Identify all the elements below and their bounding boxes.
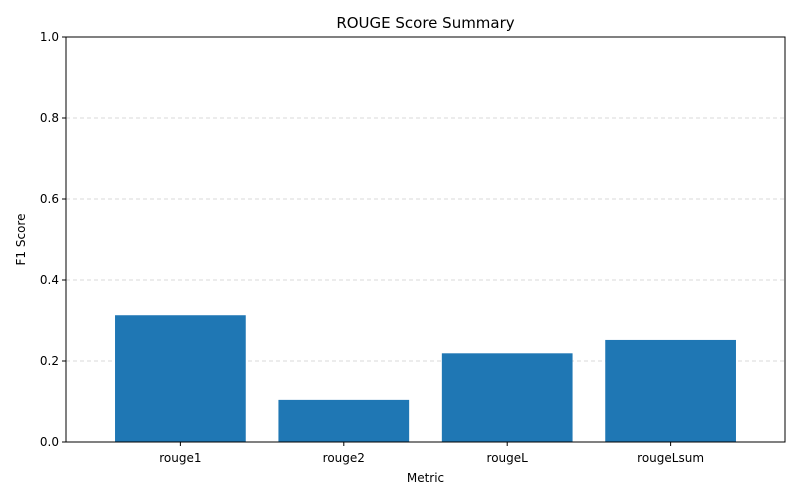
bar-rouge2 <box>278 399 410 442</box>
bar-rougeL <box>441 353 573 442</box>
y-axis-ticks: 0.0 0.2 0.4 0.6 0.8 1.0 <box>40 30 66 449</box>
y-tick-label: 0.6 <box>40 192 59 206</box>
bars <box>115 315 736 442</box>
y-tick-label: 0.2 <box>40 354 59 368</box>
y-tick-label: 0.0 <box>40 435 59 449</box>
x-axis-label: Metric <box>407 471 444 485</box>
x-tick-label-rougeLsum: rougeLsum <box>637 451 704 465</box>
x-tick-label-rouge2: rouge2 <box>323 451 365 465</box>
chart-title: ROUGE Score Summary <box>336 14 514 32</box>
bar-rougeLsum <box>605 339 736 442</box>
x-tick-label-rougeL: rougeL <box>487 451 529 465</box>
y-tick-label: 0.8 <box>40 111 59 125</box>
x-tick-label-rouge1: rouge1 <box>159 451 201 465</box>
plot-frame <box>65 36 786 443</box>
y-tick-label: 0.4 <box>40 273 59 287</box>
y-tick-label: 1.0 <box>40 30 59 44</box>
y-axis-label: F1 Score <box>14 214 28 266</box>
x-axis-ticks: rouge1 rouge2 rougeL rougeLsum <box>159 442 704 465</box>
bar-rouge1 <box>115 315 246 442</box>
